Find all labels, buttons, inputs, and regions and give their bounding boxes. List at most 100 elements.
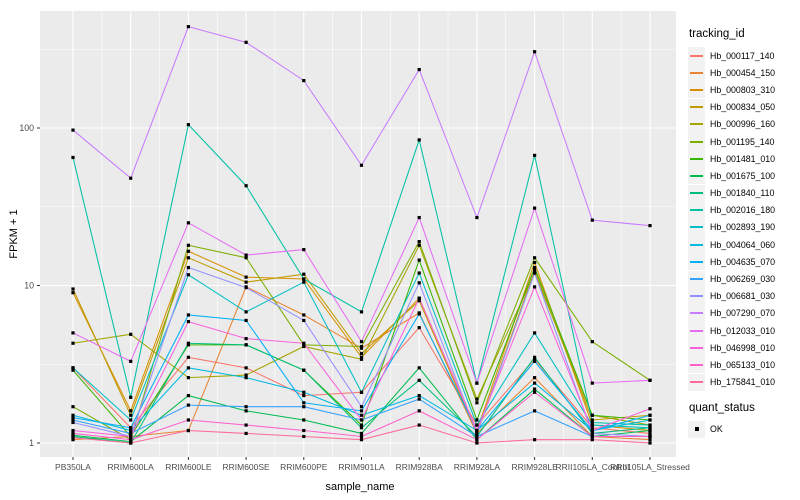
legend-key-swatch xyxy=(688,236,705,254)
data-point xyxy=(648,413,652,417)
legend-entry-Hb_001675_100: Hb_001675_100 xyxy=(688,167,800,185)
data-point xyxy=(186,418,190,422)
data-point xyxy=(71,366,75,370)
data-point xyxy=(475,418,479,422)
legend-key-swatch xyxy=(688,373,705,391)
data-point xyxy=(533,376,537,380)
data-point xyxy=(71,291,75,295)
x-tick-label: RRIM901LA xyxy=(338,462,385,472)
legend-key-swatch xyxy=(688,47,705,65)
legend-line-icon xyxy=(690,363,703,366)
legend-key-swatch xyxy=(688,201,705,219)
data-point xyxy=(186,273,190,277)
data-point xyxy=(359,163,364,167)
data-point xyxy=(186,25,190,29)
data-point xyxy=(417,258,421,262)
data-point xyxy=(186,265,190,270)
data-point xyxy=(533,331,537,335)
data-point xyxy=(359,351,364,356)
legend-line-icon xyxy=(690,226,703,229)
data-point xyxy=(244,40,248,44)
legend-entry-Hb_006681_030: Hb_006681_030 xyxy=(688,287,800,305)
data-points xyxy=(71,25,652,445)
data-point xyxy=(244,253,248,257)
legend-entry-Hb_004064_060: Hb_004064_060 xyxy=(688,236,800,254)
legend-line-icon xyxy=(690,140,703,143)
data-point xyxy=(417,215,421,220)
data-point xyxy=(533,271,537,275)
x-axis-title: sample_name xyxy=(325,481,395,493)
data-point xyxy=(533,285,537,289)
data-point xyxy=(302,318,306,323)
data-point xyxy=(302,78,306,83)
data-point xyxy=(129,332,133,336)
data-point xyxy=(129,426,133,430)
legend-key-swatch xyxy=(688,115,705,133)
data-point xyxy=(186,403,190,407)
legend-line-icon xyxy=(690,243,703,246)
data-point xyxy=(302,428,306,433)
data-point xyxy=(533,260,537,265)
data-point xyxy=(359,438,364,442)
legend-entry-label: Hb_007290_070 xyxy=(710,308,776,319)
data-point xyxy=(186,249,190,253)
data-point xyxy=(475,431,479,436)
data-point xyxy=(244,405,248,409)
legend-key-swatch xyxy=(688,167,705,185)
legend-entry-label: Hb_175841_010 xyxy=(710,377,776,388)
data-point xyxy=(590,340,594,344)
legend-entry-Hb_046998_010: Hb_046998_010 xyxy=(688,339,800,357)
y-axis-title: FPKM + 1 xyxy=(8,209,20,259)
legend-title-tracking-id: tracking_id xyxy=(689,28,745,40)
data-point xyxy=(186,221,190,225)
data-point xyxy=(359,409,364,413)
data-point xyxy=(186,376,190,380)
data-point xyxy=(648,407,652,411)
legend-panel: tracking_id Hb_000117_140 Hb_000454_150 Hb… xyxy=(688,24,800,438)
legend-line-icon xyxy=(690,123,703,126)
legend-entry-Hb_012033_010: Hb_012033_010 xyxy=(688,322,800,340)
legend-entry-Hb_175841_010: Hb_175841_010 xyxy=(688,373,800,391)
data-point xyxy=(71,431,75,436)
data-point xyxy=(533,268,537,272)
x-tick-label: RRIM600LE xyxy=(165,462,212,472)
legend-entry-Hb_002016_180: Hb_002016_180 xyxy=(688,201,800,219)
data-point xyxy=(186,428,190,433)
legend-key-swatch xyxy=(688,253,705,271)
data-point xyxy=(359,405,364,409)
data-point xyxy=(129,428,133,433)
data-point xyxy=(186,343,190,347)
data-point xyxy=(244,256,248,260)
legend-entry-label: Hb_000803_310 xyxy=(710,84,776,95)
data-point xyxy=(648,224,652,228)
data-point xyxy=(186,319,190,324)
data-point xyxy=(359,390,364,394)
legend-entry-Hb_000996_160: Hb_000996_160 xyxy=(688,115,800,133)
data-point xyxy=(533,390,537,394)
data-point xyxy=(244,280,248,284)
data-point xyxy=(417,409,421,413)
legend-line-icon xyxy=(690,192,703,195)
legend-entry-Hb_000454_150: Hb_000454_150 xyxy=(688,64,800,82)
legend-key-swatch xyxy=(688,420,705,438)
x-tick-label: RRIM600SE xyxy=(222,462,270,472)
data-point xyxy=(533,355,537,359)
data-point xyxy=(359,426,364,430)
legend-line-icon xyxy=(690,295,703,298)
data-point xyxy=(129,434,133,439)
data-point xyxy=(359,355,364,359)
data-point xyxy=(244,318,248,323)
legend-entry-label: Hb_001195_140 xyxy=(710,136,775,147)
legend-entry-Hb_000834_050: Hb_000834_050 xyxy=(688,98,800,116)
data-point xyxy=(475,401,479,405)
legend-key-swatch xyxy=(688,270,705,288)
data-point xyxy=(244,285,248,290)
y-tick-label: 1 xyxy=(29,438,34,448)
legend-line-icon xyxy=(690,71,703,74)
data-point xyxy=(186,123,190,127)
legend-entry-label: Hb_001675_100 xyxy=(710,170,776,181)
data-point xyxy=(302,248,306,252)
data-point xyxy=(71,341,75,345)
x-tick-label: RRII105LA_Control xyxy=(555,462,629,472)
